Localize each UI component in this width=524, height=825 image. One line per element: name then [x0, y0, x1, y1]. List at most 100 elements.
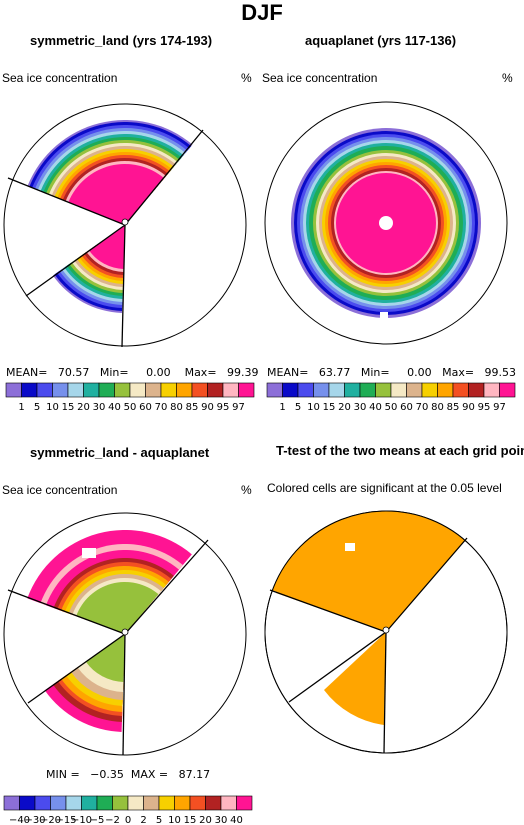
panel2-stats: MEAN= 63.77 Min= 0.00 Max= 99.53	[267, 366, 517, 379]
colorbar-tick-label: 40	[369, 402, 382, 413]
panel3-title: symmetric_land - aquaplanet	[30, 445, 210, 460]
colorbar-tick-label: 20	[77, 402, 90, 413]
panel1-sector-south	[52, 225, 126, 313]
colorbar-tick-label: −20	[40, 815, 61, 825]
colorbar-tick-label: 15	[62, 402, 75, 413]
colorbar-tick-label: 30	[215, 815, 228, 825]
colorbar-tick-label: 40	[108, 402, 121, 413]
colorbar-tick-label: 80	[170, 402, 183, 413]
panel4-significant-cells	[272, 511, 467, 725]
colorbar-tick-label: 70	[416, 402, 429, 413]
panel4-sig-south	[324, 632, 386, 725]
colorbar-box	[3, 795, 20, 811]
panel3-variable: Sea ice concentration	[2, 483, 118, 497]
colorbar-tick-label: 2	[140, 815, 146, 825]
colorbar-box	[81, 795, 98, 811]
colorbar-tick-label: 60	[139, 402, 152, 413]
colorbar-box	[67, 382, 84, 398]
panel3-units: %	[241, 483, 252, 497]
colorbar-box	[112, 795, 129, 811]
panel3-stats: MIN = −0.35 MAX = 87.17	[46, 768, 211, 781]
panel3-continent-outline	[7, 539, 209, 756]
colorbar-tick-label: 5	[34, 402, 40, 413]
colorbar-box	[143, 795, 160, 811]
colorbar-box	[52, 382, 69, 398]
colorbar-tick-label: −2	[105, 815, 120, 825]
colorbar-box	[65, 795, 82, 811]
colorbar-tick-label: 1	[18, 402, 24, 413]
panel1-continent-outline	[7, 129, 204, 348]
colorbar-box	[34, 795, 51, 811]
colorbar-tick-label: 97	[493, 402, 506, 413]
colorbar-tick-label: 20	[199, 815, 212, 825]
colorbar-tick-label: −5	[90, 815, 105, 825]
panel1-ice-sectors	[27, 119, 193, 313]
colorbar-box	[176, 382, 193, 398]
colorbar-box	[344, 382, 361, 398]
colorbar-tick-label: 95	[217, 402, 230, 413]
panel3-sector-south	[44, 634, 126, 732]
panel2-units: %	[502, 71, 513, 85]
colorbar-box	[236, 795, 253, 811]
colorbar-tick-label: −15	[55, 815, 76, 825]
panel3-sector-north	[27, 530, 192, 634]
ice-band	[68, 164, 165, 225]
colorbar-tick-label: 1	[279, 402, 285, 413]
panel4-title: T-test of the two means at each grid poi…	[276, 443, 524, 458]
colorbar-box	[191, 382, 208, 398]
colorbar-box	[207, 382, 224, 398]
diff-band	[85, 634, 125, 682]
colorbar-box	[390, 382, 407, 398]
colorbar-box	[19, 795, 36, 811]
colorbar-box	[220, 795, 237, 811]
panel1-stats: MEAN= 70.57 Min= 0.00 Max= 99.39	[6, 366, 259, 379]
colorbar-box	[266, 382, 283, 398]
colorbar-tick-label: 97	[232, 402, 245, 413]
panel1-title: symmetric_land (yrs 174-193)	[30, 33, 213, 48]
colorbar-box	[127, 795, 144, 811]
colorbar-box	[483, 382, 500, 398]
colorbar-tick-label: 10	[46, 402, 59, 413]
colorbar-box	[313, 382, 330, 398]
colorbar-tick-label: 15	[323, 402, 336, 413]
colorbar-tick-label: 50	[124, 402, 137, 413]
panel4-map	[264, 510, 508, 754]
colorbar-box	[145, 382, 162, 398]
colorbar-box	[375, 382, 392, 398]
panel2-title: aquaplanet (yrs 117-136)	[305, 33, 457, 48]
colorbar-box	[421, 382, 438, 398]
colorbar-box	[452, 382, 469, 398]
diff-band	[76, 582, 159, 634]
colorbar-tick-label: −40	[9, 815, 30, 825]
colorbar-box	[21, 382, 38, 398]
panel1-map	[3, 103, 247, 348]
colorbar-tick-label: 10	[307, 402, 320, 413]
panel2-pole-hole	[379, 216, 393, 230]
colorbar-tick-label: 30	[354, 402, 367, 413]
colorbar-tick-label: 10	[168, 815, 181, 825]
colorbar-tick-label: 0	[125, 815, 131, 825]
colorbar-box	[359, 382, 376, 398]
colorbar-box	[328, 382, 345, 398]
panel2-colorbar: 1 5 10 15 20 30 40 50 60 70 80 85 90 95 97	[266, 382, 516, 413]
season-title: DJF	[241, 0, 283, 25]
colorbar-tick-label: 85	[447, 402, 460, 413]
ice-band	[88, 225, 125, 269]
panel2-map	[264, 101, 508, 345]
colorbar-tick-label: 95	[478, 402, 491, 413]
colorbar-box	[114, 382, 131, 398]
colorbar-box	[96, 795, 113, 811]
colorbar-tick-label: 5	[295, 402, 301, 413]
colorbar-box	[205, 795, 222, 811]
colorbar-tick-label: −30	[24, 815, 45, 825]
colorbar-tick-label: 70	[155, 402, 168, 413]
colorbar-box	[174, 795, 191, 811]
colorbar-box	[160, 382, 177, 398]
colorbar-box	[238, 382, 255, 398]
colorbar-tick-label: 60	[400, 402, 413, 413]
colorbar-tick-label: 90	[462, 402, 475, 413]
colorbar-box	[222, 382, 239, 398]
colorbar-box	[158, 795, 175, 811]
colorbar-box	[83, 382, 100, 398]
